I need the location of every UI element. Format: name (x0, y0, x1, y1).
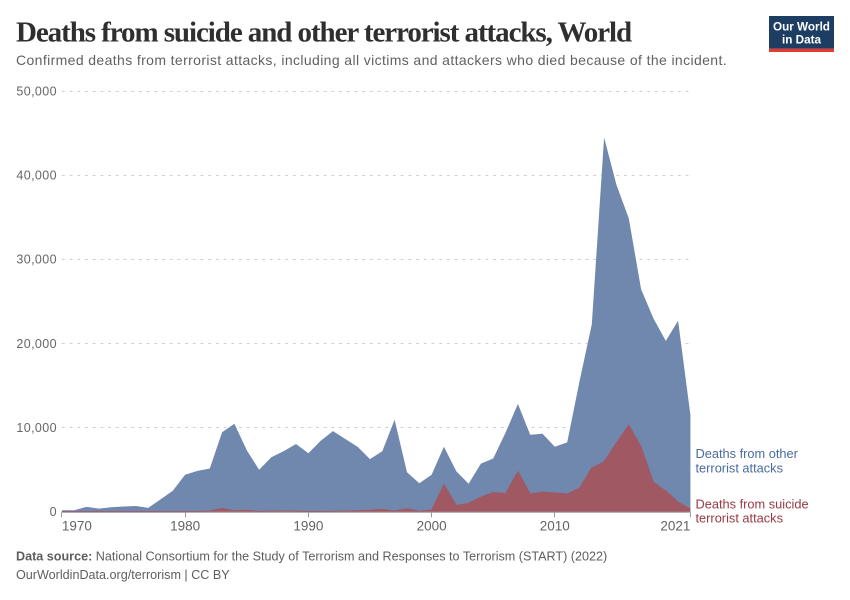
svg-text:1990: 1990 (293, 518, 323, 533)
svg-text:40,000: 40,000 (16, 169, 57, 183)
svg-text:Deaths from other: Deaths from other (696, 446, 799, 461)
svg-text:2021: 2021 (660, 518, 690, 533)
svg-text:OurWorldinData.org/terrorism |: OurWorldinData.org/terrorism | CC BY (16, 568, 230, 582)
svg-text:Confirmed deaths from terroris: Confirmed deaths from terrorist attacks,… (16, 52, 727, 68)
svg-text:terrorist attacks: terrorist attacks (696, 511, 783, 526)
svg-text:Our World: Our World (773, 20, 830, 33)
svg-text:2000: 2000 (417, 518, 447, 533)
svg-text:1980: 1980 (170, 518, 200, 533)
svg-text:in Data: in Data (782, 33, 821, 46)
svg-text:Deaths from suicide and other: Deaths from suicide and other terrorist … (16, 16, 632, 48)
svg-text:1970: 1970 (62, 518, 92, 533)
svg-text:50,000: 50,000 (16, 85, 57, 99)
svg-text:terrorist attacks: terrorist attacks (696, 461, 783, 476)
svg-text:Deaths from suicide: Deaths from suicide (696, 496, 809, 511)
svg-text:30,000: 30,000 (16, 253, 57, 267)
svg-text:0: 0 (50, 505, 57, 519)
svg-text:20,000: 20,000 (16, 337, 57, 351)
svg-text:10,000: 10,000 (16, 421, 57, 435)
svg-text:Data source: National Consorti: Data source: National Consortium for the… (16, 550, 607, 564)
svg-text:2010: 2010 (540, 518, 570, 533)
